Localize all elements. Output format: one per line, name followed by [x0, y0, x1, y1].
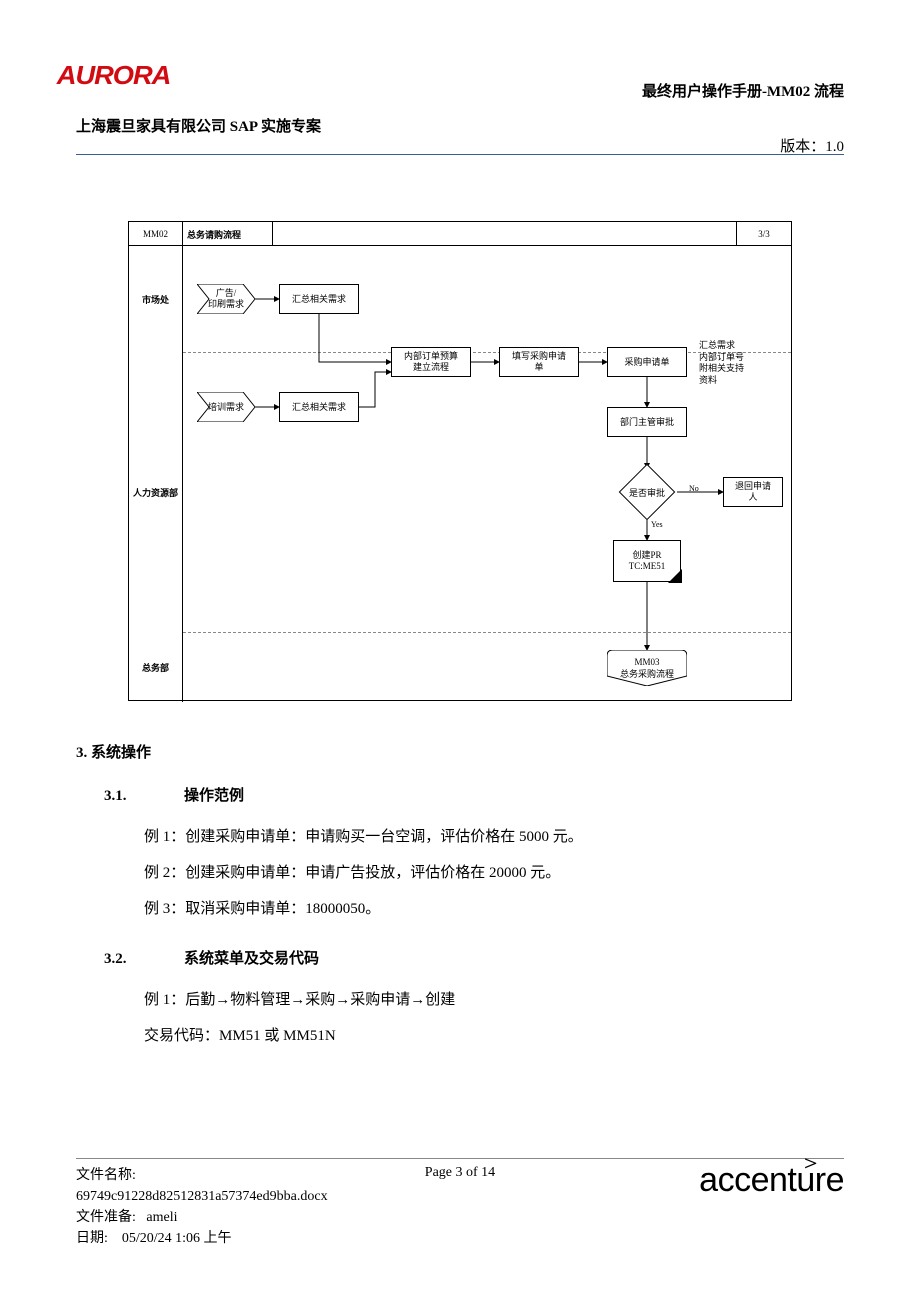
- version-label: 版本：1.0: [780, 135, 844, 156]
- decision-yes-label: Yes: [651, 520, 663, 529]
- file-name: 69749c91228d82512831a57374ed9bba.docx: [76, 1189, 328, 1204]
- prep-by: ameli: [146, 1210, 177, 1225]
- flowchart-title-row: MM02 总务请购流程 3/3: [129, 222, 791, 246]
- heading-3-1-title: 操作范例: [184, 788, 244, 804]
- node-dept-approve: 部门主管审批: [607, 407, 687, 437]
- lane-label-marketing: 市场处: [129, 246, 183, 352]
- heading-3-1: 3.1.操作范例: [104, 784, 844, 805]
- node-return-requester: 退回申请 人: [723, 477, 783, 507]
- flow-title-page: 3/3: [737, 222, 791, 246]
- example-3: 例 3：取消采购申请单：18000050。: [144, 897, 844, 921]
- header-rule: [76, 154, 844, 155]
- lane-separator-2: [183, 632, 791, 633]
- accenture-logo: accenture: [699, 1161, 844, 1200]
- date-value: 05/20/24 1:06 上午: [122, 1231, 232, 1246]
- heading-3: 3. 系统操作: [76, 741, 844, 762]
- lane-label-hr: 人力资源部: [129, 352, 183, 632]
- decision-no-label: No: [689, 484, 699, 493]
- doc-title-right: 最终用户操作手册-MM02 流程: [642, 80, 844, 101]
- start-node-ad: 广告/ 印刷需求: [197, 284, 255, 314]
- flow-title-code: MM02: [129, 222, 183, 246]
- decision-label: 是否审批: [617, 480, 677, 504]
- date-label: 日期:: [76, 1231, 108, 1246]
- tcode-line: 交易代码：MM51 或 MM51N: [144, 1024, 844, 1048]
- flow-title-spacer: [273, 222, 737, 246]
- start-node-training: 培训需求: [197, 392, 255, 422]
- heading-3-2-title: 系统菜单及交易代码: [184, 951, 319, 967]
- node-fill-request: 填写采购申请 单: [499, 347, 579, 377]
- node-pr-list: 采购申请单: [607, 347, 687, 377]
- example-1: 例 1：创建采购申请单：申请购买一台空调，评估价格在 5000 元。: [144, 825, 844, 849]
- side-note: 汇总需求 内部订单号 附相关支持 资料: [699, 340, 744, 387]
- page: AURORA 最终用户操作手册-MM02 流程 上海震旦家具有限公司 SAP 实…: [0, 0, 920, 1301]
- offpage-mm03-label: MM03 总务采购流程: [620, 657, 674, 680]
- doc-subtitle-left: 上海震旦家具有限公司 SAP 实施专案: [76, 115, 844, 136]
- node-summarize-2: 汇总相关需求: [279, 392, 359, 422]
- lane-label-general: 总务部: [129, 632, 183, 702]
- offpage-mm03: MM03 总务采购流程: [607, 650, 687, 686]
- heading-3-2: 3.2.系统菜单及交易代码: [104, 947, 844, 968]
- section-3: 3. 系统操作 3.1.操作范例 例 1：创建采购申请单：申请购买一台空调，评估…: [76, 741, 844, 1048]
- flowchart-frame: MM02 总务请购流程 3/3 市场处 人力资源部 总务部: [128, 221, 792, 701]
- heading-3-1-num: 3.1.: [104, 788, 184, 805]
- menu-path: 例 1：后勤→物料管理→采购→采购申请→创建: [144, 988, 844, 1012]
- node-create-pr: 创建PR TC:ME51: [613, 540, 681, 582]
- example-2: 例 2：创建采购申请单：申请广告投放，评估价格在 20000 元。: [144, 861, 844, 885]
- node-budget-process: 内部订单预算 建立流程: [391, 347, 471, 377]
- page-footer: Page 3 of 14 文件名称: 69749c91228d82512831a…: [76, 1158, 844, 1249]
- start-node-training-label: 培训需求: [208, 402, 244, 413]
- heading-3-2-num: 3.2.: [104, 951, 184, 968]
- flow-title-name: 总务请购流程: [183, 222, 273, 246]
- node-summarize-1: 汇总相关需求: [279, 284, 359, 314]
- prep-label: 文件准备:: [76, 1210, 136, 1225]
- start-node-ad-label: 广告/ 印刷需求: [208, 288, 244, 310]
